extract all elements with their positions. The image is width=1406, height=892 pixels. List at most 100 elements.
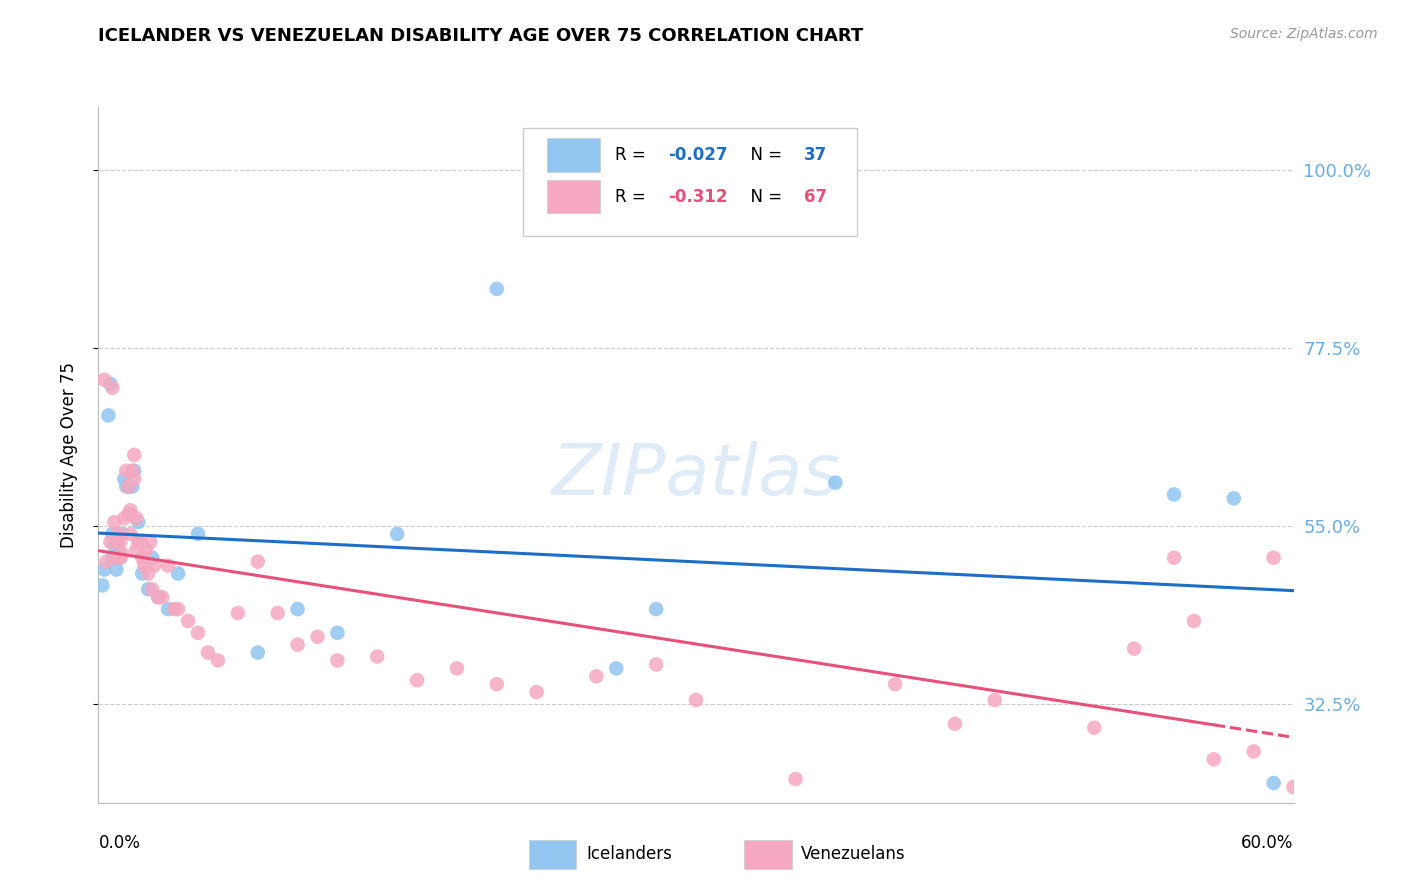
Point	[91, 578, 114, 592]
Text: ICELANDER VS VENEZUELAN DISABILITY AGE OVER 75 CORRELATION CHART: ICELANDER VS VENEZUELAN DISABILITY AGE O…	[98, 27, 863, 45]
Point	[1182, 614, 1205, 628]
Text: ZIPatlas: ZIPatlas	[551, 442, 841, 510]
Point	[136, 566, 159, 581]
Point	[785, 772, 807, 786]
Y-axis label: Disability Age Over 75: Disability Age Over 75	[59, 362, 77, 548]
Point	[141, 550, 163, 565]
Point	[307, 630, 329, 644]
Point	[112, 511, 135, 525]
Point	[117, 479, 139, 493]
Point	[124, 448, 146, 462]
Point	[101, 550, 124, 565]
Point	[131, 550, 153, 565]
Point	[121, 464, 143, 478]
Point	[107, 542, 129, 557]
Point	[197, 646, 219, 660]
Text: Icelanders: Icelanders	[586, 846, 672, 863]
Point	[111, 547, 134, 561]
Point	[1163, 487, 1185, 501]
Point	[103, 515, 125, 529]
Point	[97, 409, 120, 423]
Point	[163, 602, 186, 616]
Text: -0.312: -0.312	[668, 188, 728, 206]
Point	[177, 614, 200, 628]
Text: R =: R =	[614, 188, 651, 206]
Text: Venezuelans: Venezuelans	[801, 846, 905, 863]
Point	[1222, 491, 1246, 506]
Text: -0.027: -0.027	[668, 146, 728, 164]
Point	[645, 657, 668, 672]
Point	[111, 527, 134, 541]
Point	[105, 550, 128, 565]
Point	[824, 475, 846, 490]
Point	[110, 550, 132, 565]
Point	[645, 602, 668, 616]
Point	[131, 566, 153, 581]
Point	[1263, 550, 1285, 565]
Point	[1302, 744, 1324, 758]
Point	[148, 591, 170, 605]
Point	[287, 638, 309, 652]
Point	[120, 527, 142, 541]
Point	[207, 653, 229, 667]
Point	[326, 625, 349, 640]
Point	[446, 661, 468, 675]
Text: N =: N =	[740, 146, 787, 164]
Point	[100, 376, 122, 391]
FancyBboxPatch shape	[529, 839, 576, 869]
Point	[485, 677, 508, 691]
Point	[93, 563, 115, 577]
Point	[187, 527, 209, 541]
Text: 0.0%: 0.0%	[98, 834, 141, 852]
Point	[157, 602, 180, 616]
Point	[127, 535, 149, 549]
Point	[129, 535, 152, 549]
Point	[115, 479, 138, 493]
Point	[685, 693, 707, 707]
Point	[526, 685, 548, 699]
Point	[943, 716, 966, 731]
Point	[134, 558, 156, 573]
Point	[112, 472, 135, 486]
Point	[117, 479, 139, 493]
Point	[124, 472, 146, 486]
Point	[143, 558, 166, 573]
Point	[585, 669, 607, 683]
Point	[101, 381, 124, 395]
Point	[103, 539, 125, 553]
Point	[121, 479, 143, 493]
Text: R =: R =	[614, 146, 651, 164]
Point	[127, 515, 149, 529]
Point	[107, 527, 129, 541]
Point	[167, 566, 190, 581]
Point	[246, 646, 269, 660]
Point	[120, 503, 142, 517]
FancyBboxPatch shape	[523, 128, 858, 235]
Point	[141, 582, 163, 597]
Point	[125, 511, 148, 525]
Text: Source: ZipAtlas.com: Source: ZipAtlas.com	[1230, 27, 1378, 41]
Point	[366, 649, 388, 664]
Text: 67: 67	[804, 188, 827, 206]
Point	[150, 591, 173, 605]
Text: 60.0%: 60.0%	[1241, 834, 1294, 852]
FancyBboxPatch shape	[547, 138, 600, 172]
Point	[287, 602, 309, 616]
Point	[246, 555, 269, 569]
Point	[1263, 776, 1285, 790]
Point	[326, 653, 349, 667]
Point	[167, 602, 190, 616]
Point	[120, 507, 142, 521]
Point	[125, 542, 148, 557]
Point	[187, 625, 209, 640]
Point	[148, 591, 170, 605]
FancyBboxPatch shape	[744, 839, 792, 869]
Point	[124, 464, 146, 478]
Point	[485, 282, 508, 296]
FancyBboxPatch shape	[547, 180, 600, 213]
Point	[406, 673, 429, 688]
Point	[105, 535, 128, 549]
Point	[93, 373, 115, 387]
Text: N =: N =	[740, 188, 787, 206]
Point	[605, 661, 627, 675]
